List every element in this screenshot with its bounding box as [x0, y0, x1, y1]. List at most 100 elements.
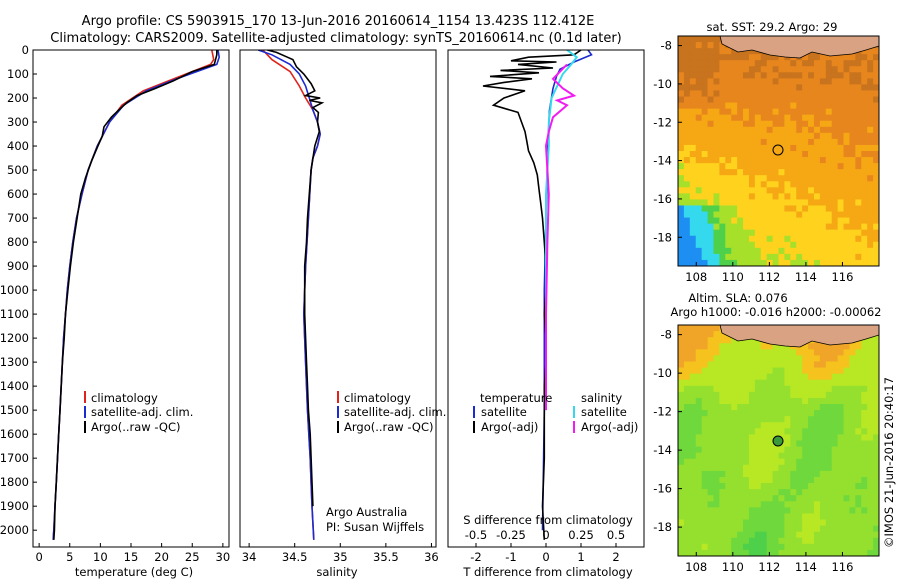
map-cell: [743, 114, 750, 122]
map-cell: [683, 54, 691, 61]
map-cell: [689, 379, 697, 387]
map-cell: [748, 410, 756, 417]
map-cell: [867, 537, 874, 545]
map-cell: [784, 247, 791, 255]
map-cell: [831, 138, 839, 146]
map-cell: [861, 223, 868, 231]
map-cell: [743, 144, 750, 152]
map-cell: [760, 60, 768, 67]
map-cell: [837, 193, 845, 201]
map-cell: [784, 525, 791, 533]
map-cell: [790, 102, 797, 110]
map-cell: [719, 343, 726, 350]
map-cell: [796, 476, 803, 484]
map-cell: [796, 525, 803, 533]
map-cell: [784, 349, 791, 356]
map-cell: [819, 495, 827, 502]
map-cell: [737, 151, 744, 158]
map-cell: [778, 175, 786, 182]
map-cell: [737, 144, 744, 152]
map-cell: [855, 531, 862, 539]
map-cell: [778, 476, 786, 484]
map-cell: [855, 259, 862, 266]
map-cell: [849, 157, 856, 164]
map-cell: [719, 78, 726, 86]
map-cell: [772, 422, 780, 429]
map-cell: [778, 241, 786, 249]
map-cell: [802, 476, 809, 484]
map-cell: [743, 543, 750, 551]
map-cell: [743, 90, 750, 98]
map-cell: [707, 476, 715, 484]
map-cell: [701, 349, 709, 356]
map-cell: [689, 513, 697, 521]
map-cell: [855, 199, 862, 207]
map-cell: [760, 355, 768, 363]
map-cell: [725, 247, 732, 255]
sla-map-title-line1: Altim. SLA: 0.076: [688, 291, 787, 305]
map-cell: [760, 181, 768, 188]
map-cell: [813, 416, 821, 423]
map-cell: [849, 446, 856, 454]
map-cell: [772, 549, 780, 556]
map-cell: [867, 452, 874, 460]
map-cell: [802, 397, 809, 405]
map-cell: [713, 361, 720, 369]
map-cell: [778, 144, 786, 152]
map-cell: [873, 361, 879, 369]
map-cell: [802, 531, 809, 539]
map-cell: [743, 537, 750, 545]
map-cell: [678, 355, 685, 363]
map-cell: [819, 483, 827, 490]
map-cell: [719, 54, 726, 61]
map-cell: [695, 181, 703, 188]
map-cell: [831, 229, 839, 237]
map-cell: [867, 367, 874, 375]
map-cell: [754, 259, 762, 266]
map-cell: [837, 54, 845, 61]
map-cell: [689, 48, 697, 55]
map-cell: [754, 241, 762, 249]
map-cell: [695, 470, 703, 478]
map-cell: [861, 169, 868, 176]
map-cell: [743, 440, 750, 448]
map-cell: [683, 404, 691, 411]
map-cell: [778, 126, 786, 134]
map-cell: [725, 428, 732, 436]
map-cell: [689, 187, 697, 194]
map-cell: [802, 391, 809, 399]
map-cell: [778, 525, 786, 533]
map-cell: [678, 452, 685, 460]
map-cell: [867, 217, 874, 225]
map-cell: [748, 259, 756, 266]
map-cell: [843, 483, 851, 490]
map-cell: [808, 410, 815, 417]
map-cell: [748, 187, 756, 194]
map-cell: [683, 397, 691, 405]
map-cell: [861, 373, 868, 381]
map-cell: [784, 476, 791, 484]
map-cell: [689, 495, 697, 502]
map-cell: [731, 501, 738, 508]
map-cell: [766, 193, 774, 201]
map-cell: [695, 114, 703, 122]
map-cell: [760, 259, 768, 266]
map-cell: [802, 54, 809, 61]
map-cell: [778, 235, 786, 243]
map-cell: [748, 470, 756, 478]
map-cell: [784, 458, 791, 466]
map-cell: [843, 543, 851, 551]
map-cell: [831, 343, 839, 350]
map-cell: [772, 452, 780, 460]
map-cell: [849, 361, 856, 369]
map-cell: [695, 199, 703, 207]
map-cell: [707, 235, 715, 243]
map-cell: [701, 114, 709, 122]
map-cell: [861, 253, 868, 261]
map-cell: [837, 531, 845, 539]
map-cell: [748, 507, 756, 515]
map-cell: [861, 404, 868, 411]
map-cell: [790, 446, 797, 454]
map-cell: [784, 60, 791, 67]
map-cell: [695, 373, 703, 381]
